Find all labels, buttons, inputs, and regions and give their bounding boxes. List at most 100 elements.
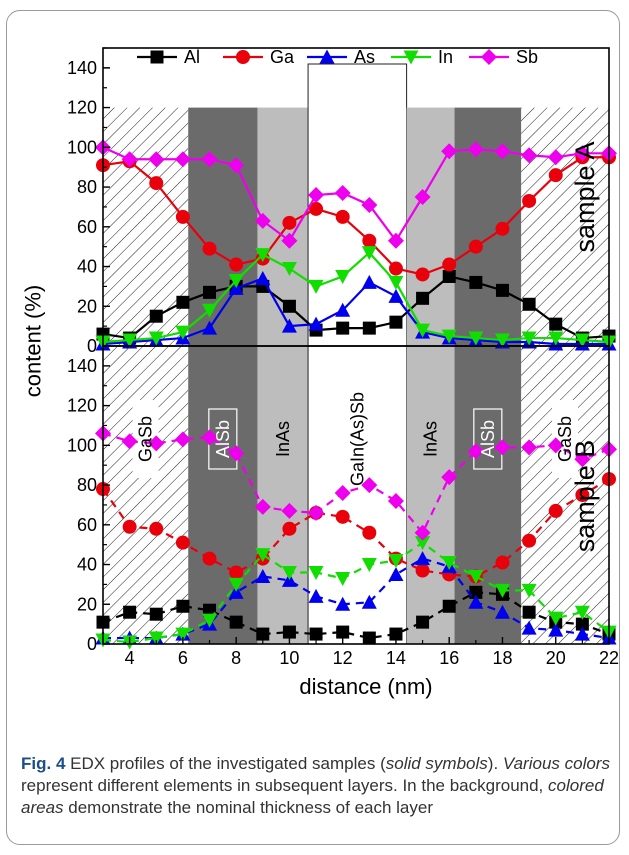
top-point-Al-10 [282, 299, 296, 313]
top-point-Sb-20 [547, 149, 564, 166]
bottom-point-Al-4 [123, 605, 137, 619]
top-point-In-13 [361, 246, 377, 261]
layer-label-6: GaSb [555, 416, 575, 462]
top-ytick-label-140: 140 [67, 58, 97, 78]
bottom-ytick-label-140: 140 [67, 356, 97, 376]
bottom-ytick-label-40: 40 [77, 555, 97, 575]
top-point-Ga-15 [415, 267, 430, 282]
bottom-point-As-20 [548, 622, 564, 637]
bottom-point-Sb-19 [521, 439, 538, 456]
top-point-In-16 [441, 329, 457, 344]
bottom-point-Ga-13 [362, 525, 377, 540]
top-point-Al-6 [176, 295, 190, 309]
bottom-point-As-19 [521, 620, 537, 635]
top-point-Ga-18 [495, 221, 510, 236]
xtick-label-16: 16 [439, 648, 459, 668]
top-point-In-20 [548, 331, 564, 346]
layer-region-top-5 [454, 107, 522, 346]
bottom-point-Al-19 [522, 605, 536, 619]
bottom-point-Al-14 [389, 627, 403, 641]
bottom-point-Ga-4 [122, 519, 137, 534]
top-point-In-21 [574, 333, 590, 348]
legend-label-As: As [354, 47, 375, 67]
bottom-point-Sb-4 [121, 433, 138, 450]
bottom-point-Al-6 [176, 599, 190, 613]
top-point-In-7 [202, 303, 218, 318]
top-point-As-7 [202, 320, 218, 335]
top-point-As-9 [255, 270, 271, 285]
legend-label-Al: Al [184, 47, 200, 67]
bottom-panel-label: sample B [570, 440, 600, 553]
top-point-In-6 [175, 325, 191, 340]
layer-region-top-0 [103, 107, 189, 346]
xtick-label-18: 18 [492, 648, 512, 668]
xtick-label-4: 4 [125, 648, 135, 668]
bottom-point-Ga-10 [282, 521, 297, 536]
top-point-Ga-5 [149, 176, 164, 191]
top-point-In-17 [468, 331, 484, 346]
bottom-point-Ga-12 [335, 509, 350, 524]
top-point-Al-12 [336, 321, 350, 335]
y-axis-title: content (%) [21, 285, 46, 398]
xtick-label-20: 20 [546, 648, 566, 668]
bottom-point-As-21 [574, 626, 590, 641]
bottom-point-In-5 [148, 631, 164, 646]
legend-marker-Sb [481, 49, 497, 65]
bottom-panel-frame [102, 345, 610, 645]
layer-region-bottom-1 [188, 346, 258, 644]
xtick-label-12: 12 [333, 648, 353, 668]
top-point-Sb-15 [414, 189, 431, 205]
bottom-point-In-8 [228, 577, 244, 592]
bottom-point-Ga-19 [522, 533, 537, 548]
layer-region-bottom-6 [521, 346, 609, 644]
bottom-point-Sb-14 [387, 492, 404, 509]
top-ytick-label-0: 0 [87, 336, 97, 356]
top-point-Al-14 [389, 315, 403, 329]
top-panel-label: sample A [570, 141, 600, 252]
bottom-point-Sb-20 [547, 437, 564, 454]
top-point-In-4 [122, 333, 138, 348]
bottom-point-Al-21 [575, 617, 589, 631]
top-point-Sb-14 [387, 232, 404, 249]
bottom-point-Ga-6 [175, 535, 190, 550]
bottom-point-In-10 [281, 565, 297, 580]
legend-label-Sb: Sb [516, 47, 538, 67]
top-ytick-label-40: 40 [77, 257, 97, 277]
bottom-point-Ga-20 [548, 503, 563, 518]
top-point-Ga-14 [388, 261, 403, 276]
layer-label-5: AlSb [478, 420, 498, 458]
top-point-Al-20 [549, 317, 563, 331]
caption-text-5: represent different elements in subseque… [21, 776, 549, 795]
top-point-Sb-13 [361, 196, 378, 213]
top-ytick-label-60: 60 [77, 217, 97, 237]
bottom-point-Sb-17 [467, 443, 484, 460]
legend-marker-Al [150, 50, 164, 64]
caption-text-7: demonstrate the nominal thickness of eac… [63, 798, 434, 817]
bottom-point-In-21 [574, 605, 590, 620]
top-point-In-9 [255, 248, 271, 263]
figure-frame: GaSb AlSb InAs GaIn(As)Sb InAs AlSb GaSb sample… [6, 10, 620, 845]
top-point-Sb-21 [574, 145, 591, 162]
top-point-Al-19 [522, 297, 536, 311]
bottom-point-Al-17 [469, 585, 483, 599]
bottom-point-Sb-6 [174, 431, 191, 448]
top-point-In-10 [281, 262, 297, 277]
top-point-Al-7 [203, 285, 217, 299]
top-point-Sb-10 [281, 232, 298, 249]
bottom-point-Al-13 [362, 631, 376, 645]
layer-region-top-6 [521, 107, 609, 346]
top-point-As-10 [281, 318, 297, 333]
bottom-point-Al-11 [309, 627, 323, 641]
top-point-Ga-11 [309, 201, 324, 216]
bottom-ytick-label-60: 60 [77, 515, 97, 535]
layer-label-3: GaIn(As)Sb [347, 392, 367, 486]
top-point-As-11 [308, 316, 324, 331]
caption-fig-label: Fig. 4 [21, 754, 66, 773]
layer-region-bottom-0 [103, 346, 189, 644]
top-point-Ga-16 [442, 257, 457, 272]
bottom-point-In-13 [361, 558, 377, 573]
bottom-point-As-15 [415, 551, 431, 566]
layer-region-bottom-5 [454, 346, 522, 644]
legend-label-In: In [438, 47, 453, 67]
bottom-point-As-17 [468, 594, 484, 609]
